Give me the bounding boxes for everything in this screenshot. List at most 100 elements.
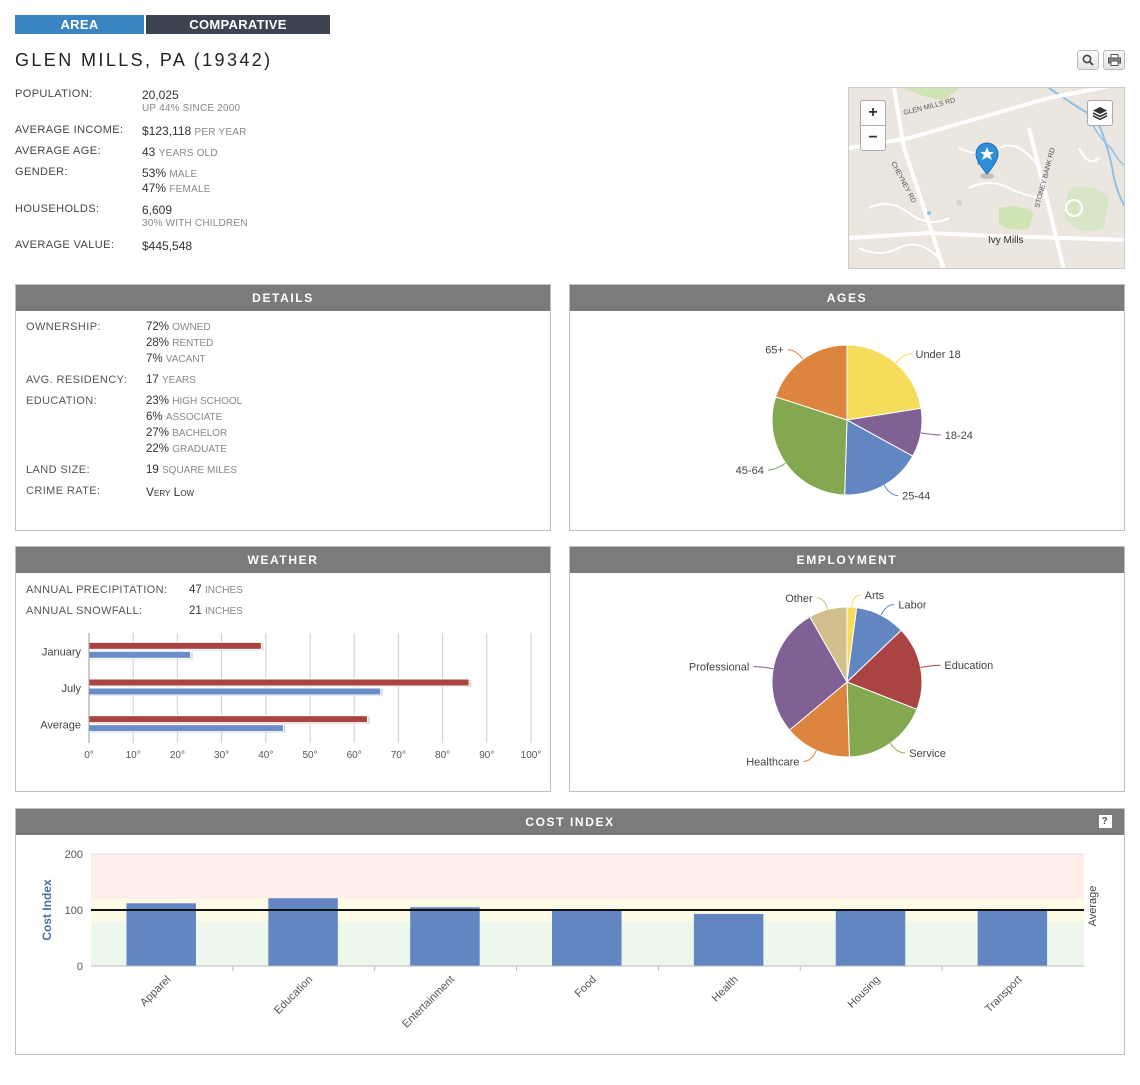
rented-value: 28% — [146, 337, 170, 349]
pie-label-labor: Labor — [898, 599, 926, 611]
precipitation-value: 47 — [189, 584, 202, 596]
search-icon — [1082, 54, 1094, 66]
income-row: AVERAGE INCOME: $123,118 PER YEAR — [15, 124, 247, 139]
income-label: AVERAGE INCOME: — [15, 124, 124, 136]
details-header: DETAILS — [16, 285, 550, 311]
weather-bar-january-1[interactable] — [88, 641, 262, 650]
income-value: $123,118 — [142, 124, 192, 138]
cost-y-axis-title: Cost Index — [40, 879, 54, 941]
pie-connector-arts — [851, 594, 861, 608]
graduate-value: 22% — [146, 443, 170, 455]
cost-bar-apparel[interactable] — [126, 903, 196, 966]
ages-header: AGES — [570, 285, 1124, 311]
weather-category-average: Average — [40, 720, 81, 732]
pie-label-65: 65+ — [765, 345, 784, 357]
average-line-label: Average — [1087, 886, 1099, 927]
cost-x-label-health: Health — [710, 974, 741, 1005]
female-value: 47% — [142, 181, 167, 195]
print-button[interactable] — [1103, 50, 1125, 70]
details-panel: DETAILS OWNERSHIP: 72% OWNED 28% RENTED … — [15, 284, 551, 531]
ages-pie-chart: Under 18 18-24 25-44 45-64 65+ — [736, 344, 973, 503]
pie-slice-professional[interactable] — [771, 616, 848, 731]
pie-slice-65[interactable] — [775, 344, 848, 421]
weather-panel: WEATHER ANNUAL PRECIPITATION: 47 INCHES … — [15, 546, 551, 792]
cost-bar-transport[interactable] — [977, 909, 1048, 966]
bachelor-unit: BACHELOR — [172, 428, 228, 439]
pie-connector-healthcare — [803, 750, 817, 762]
cost-y-tick-label: 100 — [65, 905, 83, 917]
weather-bar-july-1[interactable] — [88, 678, 470, 687]
cost-y-tick-label: 200 — [65, 849, 83, 861]
cost-bar-education[interactable] — [268, 898, 338, 966]
help-button[interactable]: ? — [1099, 815, 1112, 828]
area-map[interactable]: GLEN MILLS RD CHEYNEY RD STONEY BANK RD … — [848, 87, 1125, 269]
weather-x-tick-label: 70° — [391, 750, 406, 761]
map-zoom-out-button[interactable]: − — [860, 125, 886, 151]
page-title: GLEN MILLS, PA (19342) — [15, 50, 273, 70]
population-label: POPULATION: — [15, 88, 93, 100]
cost-bar-entertainment[interactable] — [410, 907, 480, 966]
tab-comparative-analysis[interactable]: COMPARATIVE ANALYSIS — [146, 15, 330, 51]
pie-label-25-44: 25-44 — [902, 491, 930, 503]
weather-x-tick-label: 60° — [347, 750, 362, 761]
home-value-label: AVERAGE VALUE: — [15, 239, 115, 251]
pie-label-arts: Arts — [865, 590, 885, 602]
population-row: POPULATION: 20,025 UP 44% SINCE 2000 — [15, 88, 240, 118]
weather-x-tick-label: 20° — [170, 750, 185, 761]
tab-bar: AREA OVERVIEW COMPARATIVE ANALYSIS — [15, 15, 330, 51]
pie-connector-professional — [753, 666, 774, 670]
ownership-row: OWNERSHIP: 72% OWNED 28% RENTED 7% VACAN… — [26, 321, 213, 369]
pie-slice-45-64[interactable] — [771, 396, 848, 496]
cost-index-title: COST INDEX — [525, 815, 615, 829]
employment-pie-chart: Arts Labor Education Service Healthcare Profe… — [689, 590, 993, 768]
temperature-bar-chart: 0° 10° 20° 30° 40° 50° 60° 70° 80° 90° 100° January… — [40, 633, 541, 761]
pie-label-education: Education — [944, 660, 993, 672]
households-children: 30% WITH CHILDREN — [142, 218, 248, 229]
pie-slice-service[interactable] — [846, 681, 918, 758]
weather-x-tick-label: 80° — [435, 750, 450, 761]
male-value: 53% — [142, 166, 167, 180]
map-layers-button[interactable] — [1087, 100, 1113, 126]
cost-bar-food[interactable] — [552, 910, 622, 966]
pie-connector-labor — [880, 603, 895, 616]
weather-x-tick-label: 0° — [84, 750, 94, 761]
weather-bar-july-2[interactable] — [88, 687, 382, 696]
weather-bar-january-2[interactable] — [88, 650, 192, 659]
pie-label-45-64: 45-64 — [736, 465, 764, 477]
age-row: AVERAGE AGE: 43 YEARS OLD — [15, 145, 218, 160]
snowfall-value: 21 — [189, 605, 202, 617]
location-marker-icon[interactable] — [975, 142, 999, 179]
land-size-unit: SQUARE MILES — [162, 465, 238, 476]
pie-connector-service — [889, 742, 906, 754]
land-size-row: LAND SIZE: 19 SQUARE MILES — [26, 464, 237, 480]
map-zoom-in-button[interactable]: + — [860, 100, 886, 126]
associate-unit: ASSOCIATE — [165, 412, 223, 423]
pie-label-professional: Professional — [689, 662, 750, 674]
cost-x-label-housing: Housing — [846, 974, 883, 1011]
weather-bar-average-1[interactable] — [88, 715, 368, 724]
residency-value: 17 — [146, 374, 159, 386]
age-label: AVERAGE AGE: — [15, 145, 101, 157]
precipitation-unit: INCHES — [205, 585, 243, 596]
layers-icon — [1092, 107, 1108, 120]
pie-connector-under-18 — [895, 353, 912, 364]
population-growth: UP 44% SINCE 2000 — [142, 103, 241, 114]
cost-bar-housing[interactable] — [835, 910, 906, 966]
snowfall-label: ANNUAL SNOWFALL: — [26, 605, 143, 617]
pie-connector-45-64 — [767, 462, 786, 471]
weather-x-tick-label: 30° — [214, 750, 229, 761]
households-label: HOUSEHOLDS: — [15, 203, 100, 215]
cost-bar-health[interactable] — [693, 913, 764, 966]
cost-x-label-transport: Transport — [983, 974, 1024, 1015]
education-label: EDUCATION: — [26, 395, 98, 407]
graduate-unit: GRADUATE — [172, 444, 228, 455]
age-unit: YEARS OLD — [158, 148, 218, 159]
search-button[interactable] — [1077, 50, 1099, 70]
bachelor-value: 27% — [146, 427, 170, 439]
home-value-value: $445,548 — [142, 239, 193, 253]
precipitation-label: ANNUAL PRECIPITATION: — [26, 584, 168, 596]
weather-bar-average-2[interactable] — [88, 724, 284, 733]
tab-area-overview[interactable]: AREA OVERVIEW — [15, 15, 144, 51]
pie-slice-under-18[interactable] — [846, 344, 922, 421]
cost-index-header: COST INDEX ? — [16, 809, 1124, 835]
